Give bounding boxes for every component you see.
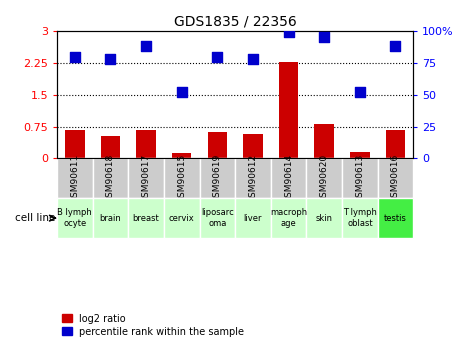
Text: GSM90611: GSM90611 [70,154,79,203]
Bar [57,198,93,238]
Bar [271,158,306,198]
Bar [65,130,85,158]
Bar [378,198,413,238]
Text: GSM90619: GSM90619 [213,154,222,203]
Point [356,89,364,95]
Point [178,89,185,95]
Text: liposarc
oma: liposarc oma [201,208,234,228]
Bar [200,158,235,198]
Bar [271,198,306,238]
Bar [235,198,271,238]
Bar [306,198,342,238]
Bar [350,152,370,158]
Text: cervix: cervix [169,214,195,223]
Bar [378,158,413,198]
Bar [235,158,271,198]
Text: GSM90616: GSM90616 [391,154,400,203]
Point [320,34,328,40]
Bar [57,158,93,198]
Bar [164,158,200,198]
Bar [101,136,120,158]
Bar [172,153,191,158]
Text: skin: skin [316,214,332,223]
Text: macroph
age: macroph age [270,208,307,228]
Bar [243,134,263,158]
Text: testis: testis [384,214,407,223]
Bar [342,158,378,198]
Text: GSM90613: GSM90613 [355,154,364,203]
Text: B lymph
ocyte: B lymph ocyte [57,208,92,228]
Text: GSM90617: GSM90617 [142,154,151,203]
Text: T lymph
oblast: T lymph oblast [343,208,377,228]
Bar [342,198,378,238]
Bar [279,62,298,158]
Point [213,54,221,59]
Bar [128,158,164,198]
Title: GDS1835 / 22356: GDS1835 / 22356 [174,14,296,29]
Point [71,54,79,59]
Text: GSM90615: GSM90615 [177,154,186,203]
Bar [93,198,128,238]
Text: GSM90614: GSM90614 [284,154,293,203]
Bar [386,130,405,158]
Legend: log2 ratio, percentile rank within the sample: log2 ratio, percentile rank within the s… [62,314,244,337]
Bar [164,198,200,238]
Point [106,56,114,62]
Text: liver: liver [244,214,262,223]
Bar [136,130,156,158]
Bar [306,158,342,198]
Text: GSM90620: GSM90620 [320,154,329,203]
Point [249,56,256,62]
Bar [200,198,235,238]
Text: cell line: cell line [15,213,55,223]
Bar [93,158,128,198]
Text: brain: brain [100,214,121,223]
Point [285,30,293,35]
Text: GSM90618: GSM90618 [106,154,115,203]
Text: breast: breast [133,214,160,223]
Bar [128,198,164,238]
Bar [314,124,334,158]
Point [142,43,150,49]
Bar [208,132,227,158]
Text: GSM90612: GSM90612 [248,154,257,203]
Point [391,43,399,49]
